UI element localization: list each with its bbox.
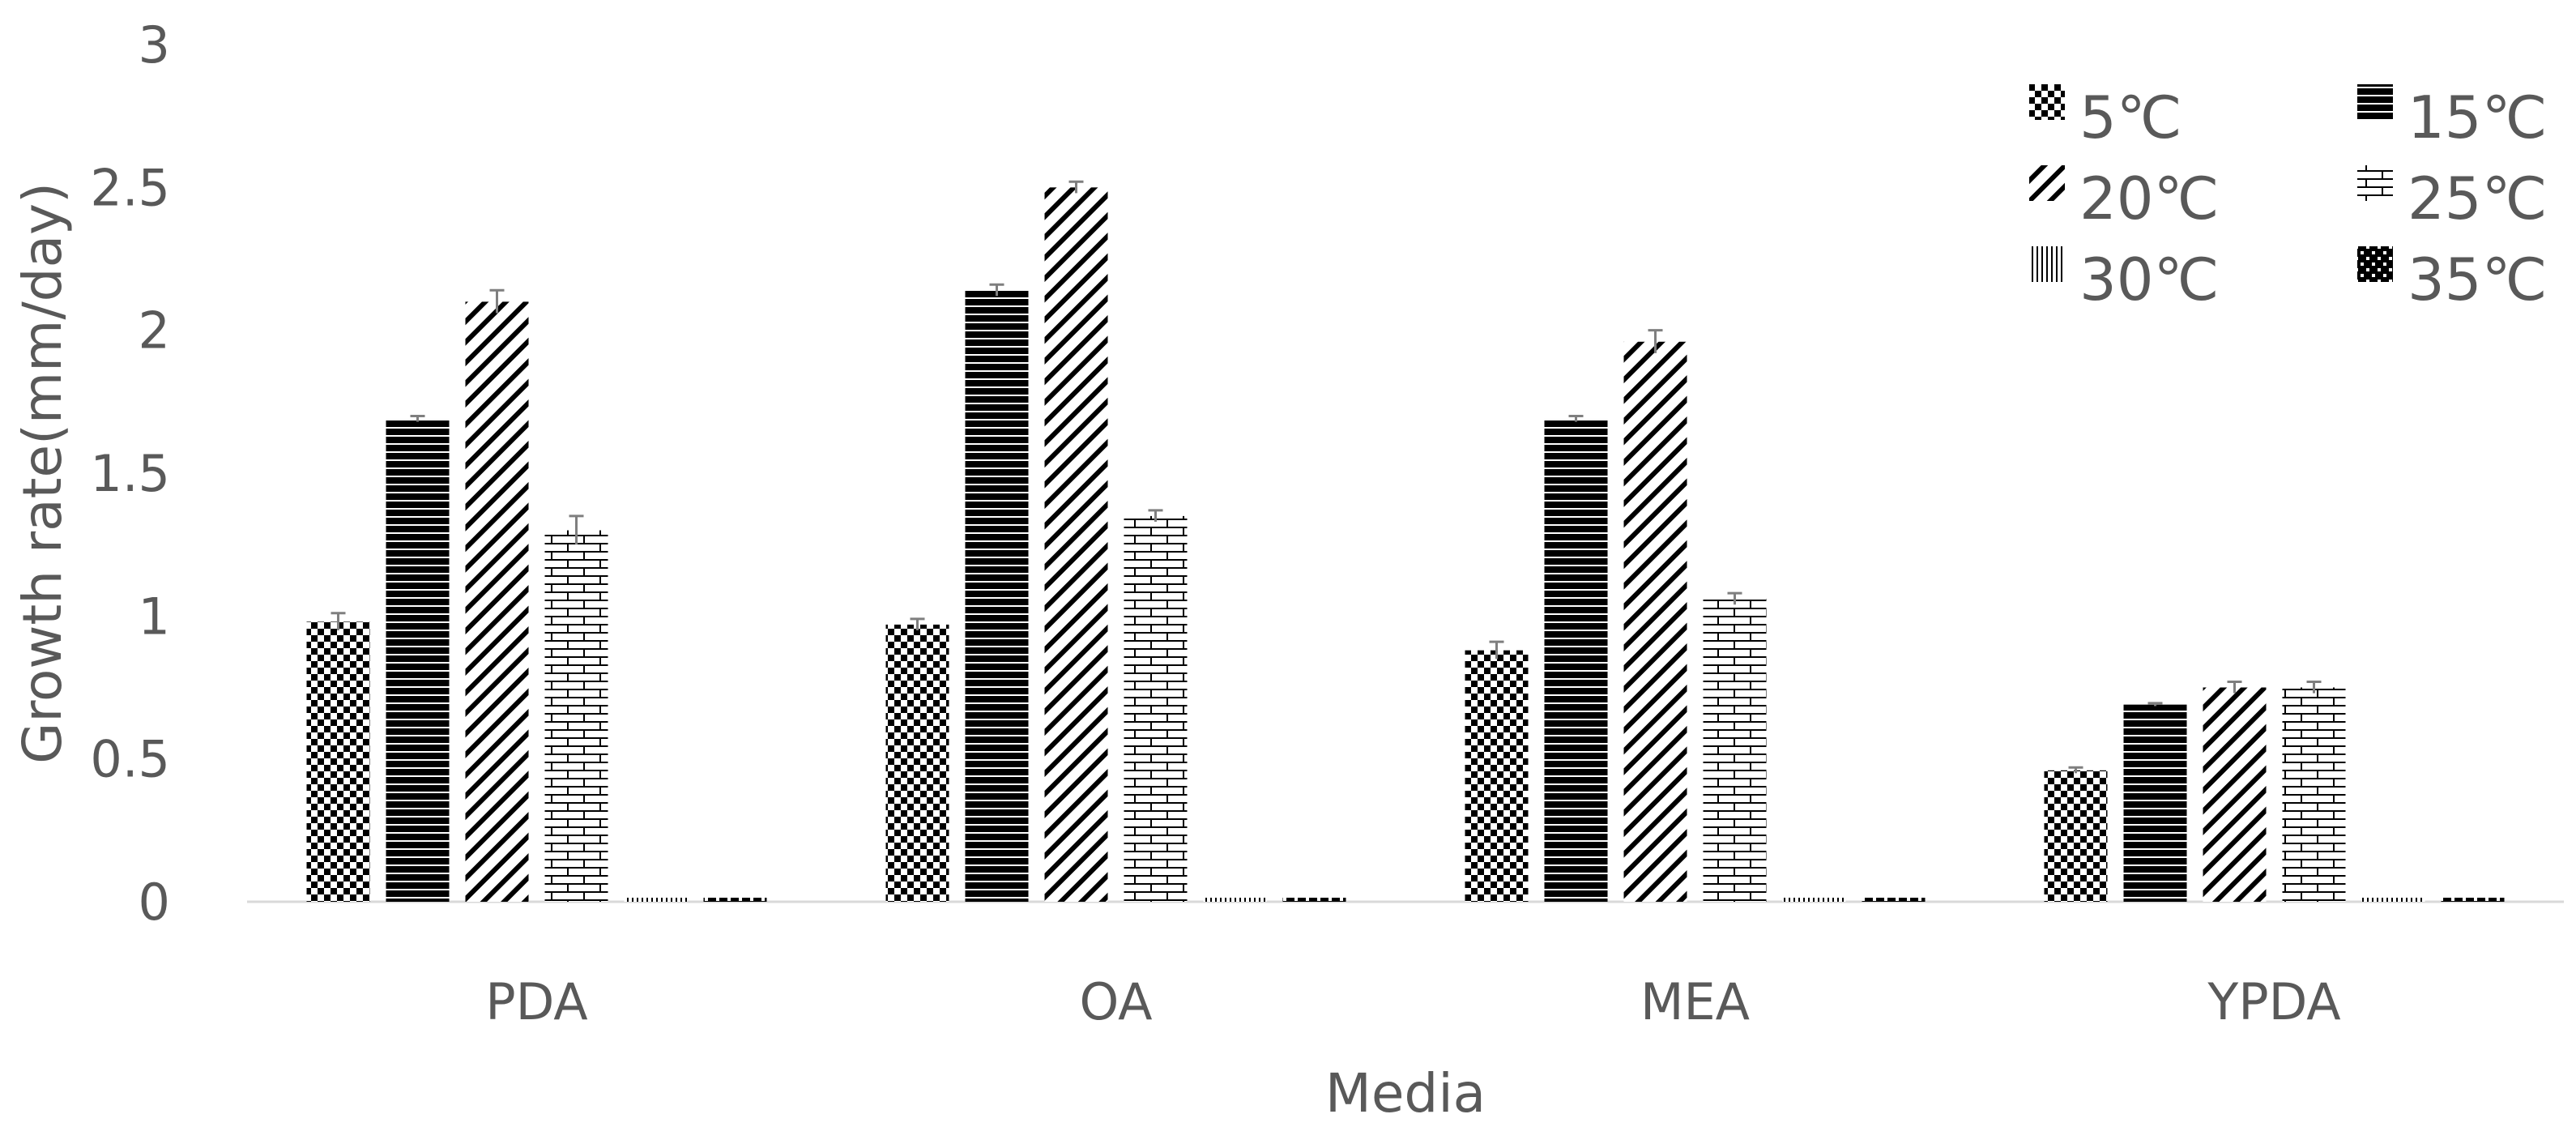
error-bar [331,612,346,630]
error-bar [1648,329,1663,353]
bar-oa-series-3 [1044,187,1108,903]
legend-item: 15℃ [2357,83,2547,152]
legend: 5℃ 15℃ 20℃ 25℃ 30℃ 35℃ [2029,83,2547,314]
legend-swatch [2357,165,2393,201]
legend-label: 20℃ [2079,164,2219,233]
bar-mea-series-3 [1623,341,1687,903]
legend-label: 35℃ [2408,245,2547,314]
legend-label: 15℃ [2408,83,2547,152]
bar-oa-series-5 [1203,898,1267,902]
x-tick-label: OA [1079,972,1152,1031]
bar-pda-series-2 [386,418,450,902]
y-axis-title: Growth rate(mm/day) [11,182,74,764]
error-bar [1489,640,1504,660]
error-bar [2147,702,2163,707]
y-tick-label: 0.5 [90,730,170,789]
bar-ypda-series-4 [2282,687,2346,902]
bar-oa-series-1 [885,624,949,902]
error-bar [569,514,584,545]
bar-mea-series-5 [1782,898,1846,902]
y-tick-label: 3 [139,15,170,75]
legend-swatch [2029,246,2065,282]
error-bar [989,283,1004,297]
error-bar [410,414,425,422]
legend-item: 35℃ [2357,245,2547,314]
bar-pda-series-6 [703,898,767,902]
bar-ypda-series-5 [2361,898,2425,902]
bar-mea-series-6 [1862,898,1926,902]
bar-mea-series-1 [1465,650,1529,902]
legend-item: 20℃ [2029,164,2219,233]
legend-swatch [2029,165,2065,201]
error-bar [2306,680,2322,694]
bar-mea-series-4 [1703,599,1767,902]
bar-pda-series-4 [544,530,608,902]
error-bar [1568,414,1584,422]
x-tick-label: PDA [485,972,587,1031]
error-bar [1727,591,1742,605]
error-bar [1148,509,1163,522]
legend-label: 25℃ [2408,164,2547,233]
error-bar [910,617,925,630]
legend-swatch [2357,84,2393,120]
legend-label: 5℃ [2079,83,2182,152]
legend-item: 5℃ [2029,83,2182,152]
bar-ypda-series-3 [2203,687,2267,902]
bar-pda-series-3 [465,301,529,902]
bar-ypda-series-6 [2441,898,2505,902]
legend-swatch [2357,246,2393,282]
error-bar [2227,680,2242,694]
y-tick-label: 2 [139,301,170,361]
error-bar [489,288,505,314]
y-tick-label: 2.5 [90,158,170,217]
y-tick-label: 1.5 [90,444,170,503]
bar-mea-series-2 [1544,418,1608,902]
bar-oa-series-6 [1282,898,1346,902]
bar-pda-series-1 [306,621,370,902]
legend-swatch [2029,84,2065,120]
bar-pda-series-5 [624,898,688,902]
bar-ypda-series-2 [2123,704,2187,902]
legend-item: 30℃ [2029,245,2219,314]
y-tick-label: 1 [139,587,170,646]
x-tick-label: MEA [1640,972,1750,1031]
bars-group [306,180,2505,903]
bar-ypda-series-1 [2044,770,2108,902]
error-bar [2068,766,2083,774]
y-tick-label: 0 [139,873,170,932]
error-bar [1068,180,1084,194]
x-tick-label: YPDA [2207,972,2340,1031]
x-axis-title: Media [1325,1062,1486,1125]
bar-oa-series-4 [1124,515,1188,902]
legend-label: 30℃ [2079,245,2219,314]
legend-item: 25℃ [2357,164,2547,233]
y-axis: 0 0.5 1 1.5 2 2.5 3 [90,15,170,932]
bar-oa-series-2 [965,290,1029,902]
x-axis: PDA OA MEA YPDA [485,972,2340,1031]
